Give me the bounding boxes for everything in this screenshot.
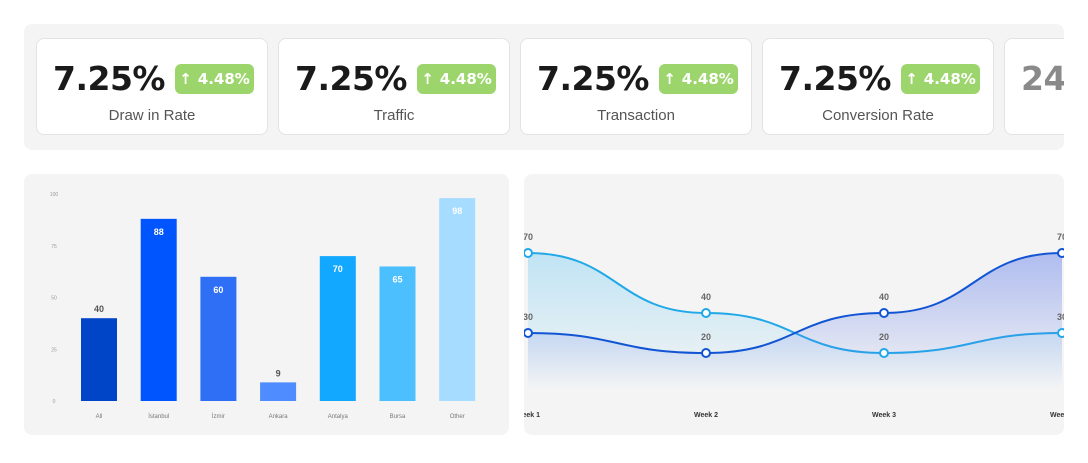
point-value-label: 40 <box>879 292 889 302</box>
line-chart-panel: 70 40 20 30 30 20 40 70 Week 1 Week 2 Week 3 Week 4 <box>524 174 1064 435</box>
kpi-value: 7.25% <box>537 59 650 98</box>
y-tick-label: 75 <box>51 244 57 250</box>
arrow-up-icon: ↑ <box>663 69 676 88</box>
change-value: 4.48% <box>681 70 734 88</box>
bar-value-label: 65 <box>392 274 402 284</box>
bar[interactable] <box>140 218 177 401</box>
data-point[interactable] <box>701 308 711 318</box>
change-badge: ↑ 4.48% <box>417 64 496 94</box>
point-value-label: 40 <box>701 292 711 302</box>
point-value-label: 20 <box>879 332 889 342</box>
bar[interactable] <box>200 276 237 401</box>
point-value-label: 70 <box>1057 232 1064 242</box>
kpi-value: 7.25% <box>779 59 892 98</box>
bar[interactable] <box>260 382 297 401</box>
data-point[interactable] <box>524 248 533 258</box>
kpi-card-partial[interactable]: 242 <box>1004 38 1064 135</box>
point-value-label: 30 <box>524 312 533 322</box>
data-point[interactable] <box>1057 328 1064 338</box>
series-line <box>527 252 1063 355</box>
change-value: 4.48% <box>197 70 250 88</box>
kpi-value: 7.25% <box>53 59 166 98</box>
change-value: 4.48% <box>439 70 492 88</box>
kpi-strip: 7.25% ↑ 4.48% Draw in Rate 7.25% ↑ 4.48%… <box>24 24 1064 150</box>
x-tick-label: İzmir <box>212 413 225 420</box>
kpi-card-traffic[interactable]: 7.25% ↑ 4.48% Traffic <box>278 38 510 135</box>
x-tick-label: Ankara <box>269 414 289 420</box>
x-tick-label: İstanbul <box>148 413 169 420</box>
change-badge: ↑ 4.48% <box>175 64 254 94</box>
y-tick-label: 25 <box>51 347 57 353</box>
bar-value-label: 40 <box>94 304 104 314</box>
kpi-value: 7.25% <box>295 59 408 98</box>
bar[interactable] <box>379 266 416 401</box>
line-chart: 70 40 20 30 30 20 40 70 Week 1 Week 2 Week 3 Week 4 <box>524 232 1064 419</box>
arrow-up-icon: ↑ <box>421 69 434 88</box>
bar-chart-panel: 0 25 50 75 100 40 All 88 İstanbul 60 İzmir 9 Ankara 7… <box>24 174 509 435</box>
x-tick-label: Week 2 <box>694 412 718 419</box>
bar[interactable] <box>81 318 117 401</box>
bar-value-label: 98 <box>452 206 462 216</box>
point-value-label: 30 <box>1057 312 1064 322</box>
data-point[interactable] <box>879 308 889 318</box>
change-value: 4.48% <box>923 70 976 88</box>
area-fill <box>528 253 1062 389</box>
change-badge: ↑ 4.48% <box>659 64 738 94</box>
bar-value-label: 70 <box>333 264 343 274</box>
arrow-up-icon: ↑ <box>179 69 192 88</box>
arrow-up-icon: ↑ <box>905 69 918 88</box>
point-value-label: 20 <box>701 332 711 342</box>
change-badge: ↑ 4.48% <box>901 64 980 94</box>
kpi-label: Draw in Rate <box>108 107 196 124</box>
kpi-card-transaction[interactable]: 7.25% ↑ 4.48% Transaction <box>520 38 752 135</box>
y-tick-label: 0 <box>53 399 56 405</box>
kpi-card-draw-in-rate[interactable]: 7.25% ↑ 4.48% Draw in Rate <box>36 38 268 135</box>
bar-value-label: 60 <box>213 285 223 295</box>
data-point[interactable] <box>524 328 533 338</box>
y-tick-label: 100 <box>50 192 59 198</box>
data-point[interactable] <box>1057 248 1064 258</box>
bar-value-label: 88 <box>154 227 164 237</box>
y-tick-label: 50 <box>51 296 57 302</box>
bar-value-label: 9 <box>276 368 281 378</box>
data-point[interactable] <box>701 348 711 358</box>
data-point[interactable] <box>879 348 889 358</box>
x-tick-label: Week 3 <box>872 412 896 419</box>
bar[interactable] <box>439 198 476 401</box>
x-tick-label: Antalya <box>328 414 349 420</box>
x-tick-label: Bursa <box>390 414 406 420</box>
x-tick-label: Week 4 <box>1050 412 1064 419</box>
kpi-label: Transaction <box>597 107 675 124</box>
x-tick-label: Other <box>450 414 465 420</box>
x-tick-label: All <box>96 414 103 420</box>
kpi-value: 242 <box>1021 59 1064 98</box>
point-value-label: 70 <box>524 232 533 242</box>
x-tick-label: Week 1 <box>524 412 540 419</box>
bar-chart: 0 25 50 75 100 40 All 88 İstanbul 60 İzmir 9 Ankara 7… <box>50 192 476 420</box>
kpi-label: Traffic <box>373 107 415 124</box>
bar[interactable] <box>319 256 356 401</box>
kpi-label: Conversion Rate <box>822 107 934 124</box>
kpi-card-conversion-rate[interactable]: 7.25% ↑ 4.48% Conversion Rate <box>762 38 994 135</box>
